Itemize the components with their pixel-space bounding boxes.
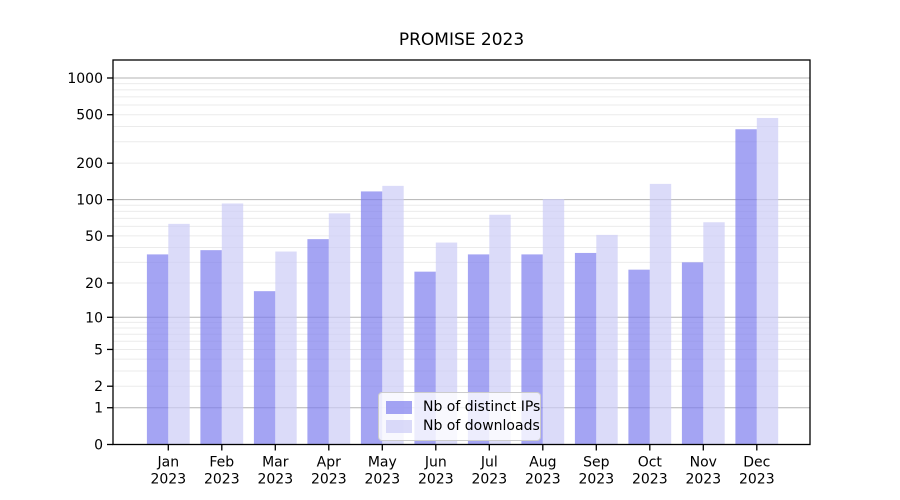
bar-downloads-feb (221, 203, 244, 445)
svg-text:2023: 2023 (311, 472, 347, 488)
svg-text:500: 500 (76, 108, 103, 124)
legend-item-downloads: Nb of downloads (386, 418, 540, 434)
y-axis: 0 1 2 5 10 20 50 100 200 500 1000 (67, 71, 113, 454)
bar-downloads-jan (168, 223, 190, 445)
bar-downloads-aug (542, 199, 565, 445)
chart-title: PROMISE 2023 (398, 30, 525, 50)
bar-downloads-mar (275, 251, 297, 445)
bar-ips-oct (628, 269, 650, 445)
bar-ips-sep (574, 252, 597, 445)
bar-downloads-nov (703, 222, 725, 445)
plot-border (112, 59, 811, 446)
bar-ips-dec (735, 129, 757, 445)
svg-text:5: 5 (94, 342, 103, 358)
svg-text:Oct: Oct (638, 455, 663, 471)
svg-text:20: 20 (85, 276, 103, 292)
svg-text:Dec: Dec (743, 455, 770, 471)
legend-swatch-downloads (386, 419, 412, 433)
svg-text:2023: 2023 (739, 472, 775, 488)
svg-text:2023: 2023 (257, 472, 293, 488)
bar-downloads-may (382, 185, 404, 445)
bar-downloads-dec (756, 117, 779, 445)
legend-item-distinct-ips: Nb of distinct IPs (386, 399, 540, 415)
bar-downloads-oct (649, 183, 672, 445)
bar-downloads-jul (489, 214, 511, 445)
bar-ips-feb (200, 250, 222, 445)
bar-ips-nov (681, 262, 704, 445)
svg-text:2023: 2023 (632, 472, 668, 488)
svg-text:50: 50 (85, 229, 103, 245)
bar-downloads-sep (596, 234, 618, 445)
legend-label-distinct-ips: Nb of distinct IPs (423, 399, 541, 415)
svg-text:0: 0 (94, 438, 103, 454)
svg-text:10: 10 (85, 310, 103, 326)
svg-text:Aug: Aug (529, 455, 556, 471)
svg-text:200: 200 (76, 156, 103, 172)
svg-text:2: 2 (94, 379, 103, 395)
svg-text:May: May (368, 455, 397, 471)
svg-text:2023: 2023 (525, 472, 561, 488)
svg-text:Jul: Jul (480, 455, 498, 471)
svg-text:Nov: Nov (690, 455, 717, 471)
legend-swatch-distinct-ips (386, 400, 412, 414)
bar-ips-apr (307, 239, 329, 445)
svg-text:2023: 2023 (471, 472, 507, 488)
bar-ips-jan (146, 254, 169, 445)
svg-text:1000: 1000 (67, 71, 103, 87)
svg-text:2023: 2023 (578, 472, 614, 488)
svg-text:Apr: Apr (317, 455, 341, 471)
svg-text:Feb: Feb (209, 455, 234, 471)
svg-text:2023: 2023 (364, 472, 400, 488)
svg-text:2023: 2023 (204, 472, 240, 488)
svg-text:2023: 2023 (685, 472, 721, 488)
svg-text:2023: 2023 (150, 472, 186, 488)
svg-text:Jun: Jun (424, 455, 447, 471)
bar-downloads-apr (328, 213, 351, 445)
svg-text:Mar: Mar (262, 455, 289, 471)
svg-text:Jan: Jan (157, 455, 180, 471)
svg-text:1: 1 (94, 401, 103, 417)
legend-label-downloads: Nb of downloads (423, 418, 540, 434)
svg-text:100: 100 (76, 193, 103, 209)
bar-ips-mar (253, 291, 276, 445)
bar-ips-may (360, 191, 383, 445)
svg-text:Sep: Sep (583, 455, 610, 471)
x-axis: Jan2023Feb2023Mar2023Apr2023May2023Jun20… (150, 444, 775, 488)
legend: Nb of distinct IPs Nb of downloads (378, 392, 541, 441)
svg-text:2023: 2023 (418, 472, 454, 488)
